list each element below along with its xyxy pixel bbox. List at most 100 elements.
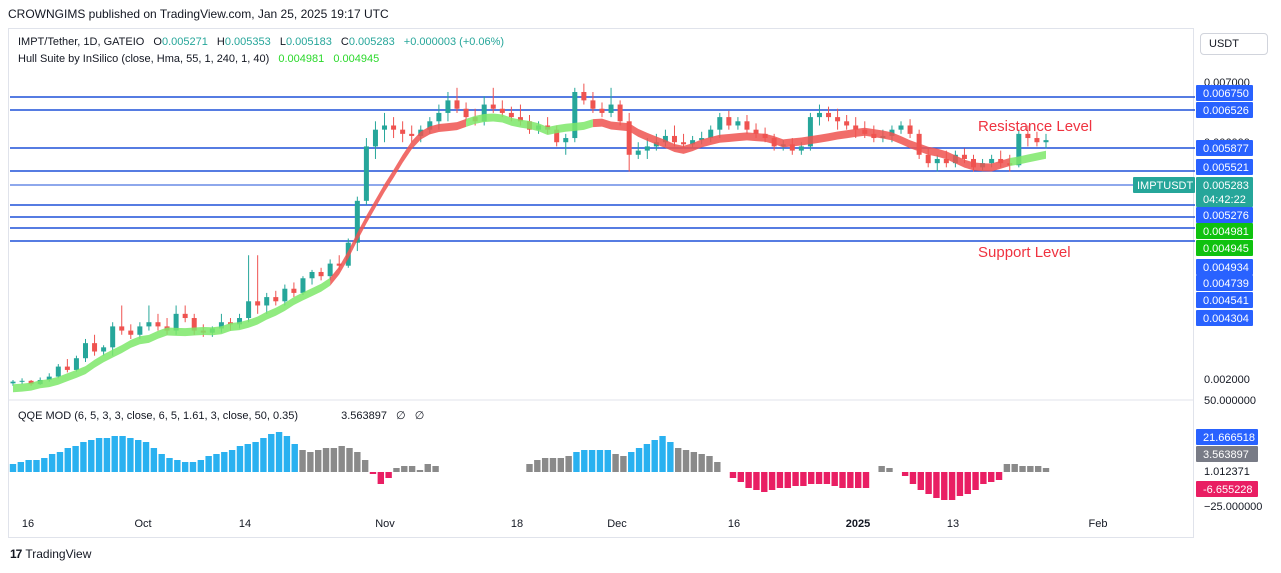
price-label-bg	[1196, 223, 1253, 239]
qqe-bar	[808, 472, 815, 484]
qqe-bar	[588, 450, 596, 472]
candle-body	[662, 135, 668, 143]
ohlc-change: +0.000003 (+0.06%)	[403, 36, 505, 48]
qqe-tick: 50.000000	[1204, 395, 1256, 407]
qqe-bar	[432, 466, 439, 472]
symbol-pair[interactable]: IMPT/Tether, 1D, GATEIO	[18, 36, 145, 48]
candle-body	[717, 117, 723, 130]
footer: 17 TradingView	[10, 547, 91, 561]
candle-body	[282, 288, 288, 302]
qqe-bar	[64, 448, 71, 472]
tradingview-logo-icon[interactable]: 17	[10, 547, 22, 561]
qqe-bar	[354, 452, 361, 472]
candle-body	[744, 121, 750, 130]
candle-body	[10, 381, 16, 384]
qqe-bar	[737, 472, 744, 482]
candle-body	[635, 150, 641, 155]
qqe-bar	[291, 444, 298, 472]
candle-body	[101, 347, 107, 352]
candle-body	[563, 138, 569, 143]
candle-body	[626, 121, 632, 155]
qqe-bar	[236, 446, 244, 472]
candle-body	[336, 263, 342, 266]
hull-value-1: 0.004981	[278, 53, 325, 65]
qqe-bar	[9, 464, 17, 472]
qqe-label: 21.666518	[1203, 432, 1255, 444]
qqe-bar	[189, 462, 197, 472]
candle-body	[73, 358, 79, 370]
qqe-bar	[1027, 466, 1034, 472]
qqe-bar	[48, 454, 56, 472]
qqe-bar	[283, 436, 291, 472]
qqe-bar	[847, 472, 854, 488]
candle-body	[300, 278, 306, 293]
candle-body	[382, 125, 388, 130]
currency-button[interactable]: USDT	[1200, 33, 1268, 55]
candle-body	[64, 366, 70, 370]
price-label: 0.004739	[1203, 278, 1249, 290]
candle-body	[490, 104, 496, 109]
hull-name[interactable]: Hull Suite by InSilico (close, Hma, 55, …	[18, 53, 270, 65]
qqe-legend: QQE MOD (6, 5, 3, 3, close, 6, 5, 1.61, …	[18, 409, 430, 422]
qqe-bar	[956, 472, 964, 496]
price-label: 0.004981	[1203, 226, 1249, 238]
time-tick: 14	[239, 518, 251, 530]
price-label-bg	[1196, 177, 1253, 193]
candle-body	[699, 138, 705, 141]
qqe-bar	[620, 456, 627, 472]
price-label-bg	[1196, 140, 1253, 156]
candle-body	[753, 129, 759, 134]
qqe-tick: −25.000000	[1204, 501, 1262, 513]
qqe-bar	[142, 442, 150, 472]
candle-body	[46, 376, 52, 380]
candle-body	[599, 108, 605, 113]
qqe-value: 3.563897	[341, 410, 387, 422]
candle-body	[1043, 140, 1049, 143]
qqe-bar	[596, 450, 604, 472]
candle-body	[409, 133, 415, 136]
candle-body	[844, 121, 850, 126]
qqe-bar	[628, 452, 635, 472]
qqe-bar	[690, 452, 698, 472]
qqe-bar	[753, 472, 760, 490]
qqe-bar	[95, 438, 103, 472]
qqe-bar	[393, 468, 400, 472]
price-label: 0.005521	[1203, 162, 1249, 174]
qqe-bar	[228, 450, 236, 472]
qqe-bar	[761, 472, 768, 492]
time-tick: 13	[947, 518, 959, 530]
qqe-bar	[854, 472, 862, 488]
qqe-bar	[988, 472, 995, 482]
candle-body	[853, 125, 859, 130]
price-label: 0.005276	[1203, 210, 1249, 222]
qqe-bar	[385, 472, 392, 478]
qqe-bar	[995, 472, 1003, 480]
qqe-bar	[534, 460, 541, 472]
hull-band	[592, 118, 1010, 172]
qqe-bar	[839, 472, 846, 488]
price-label-bg	[1196, 159, 1253, 175]
footer-brand[interactable]: TradingView	[25, 547, 92, 561]
candle-body	[82, 343, 88, 359]
candle-body	[572, 92, 578, 139]
qqe-bar	[878, 466, 885, 472]
qqe-bar	[377, 472, 385, 484]
qqe-label-bg	[1196, 429, 1258, 445]
price-tick: 0.002000	[1204, 374, 1250, 386]
hull-band	[1009, 150, 1046, 166]
qqe-empty-1: ∅	[396, 410, 406, 422]
qqe-bar	[322, 448, 330, 472]
qqe-bar	[526, 464, 533, 472]
qqe-bar	[361, 460, 369, 472]
qqe-bar	[338, 446, 345, 472]
candle-body	[554, 129, 560, 143]
resistance-annotation: Resistance Level	[978, 118, 1092, 135]
qqe-bar	[925, 472, 932, 494]
qqe-bar	[706, 456, 713, 472]
qqe-name[interactable]: QQE MOD (6, 5, 3, 3, close, 6, 5, 1.61, …	[18, 410, 299, 422]
candle-body	[517, 117, 523, 122]
time-tick: 18	[511, 518, 523, 530]
price-label: 0.006750	[1203, 88, 1249, 100]
candle-body	[463, 108, 469, 118]
